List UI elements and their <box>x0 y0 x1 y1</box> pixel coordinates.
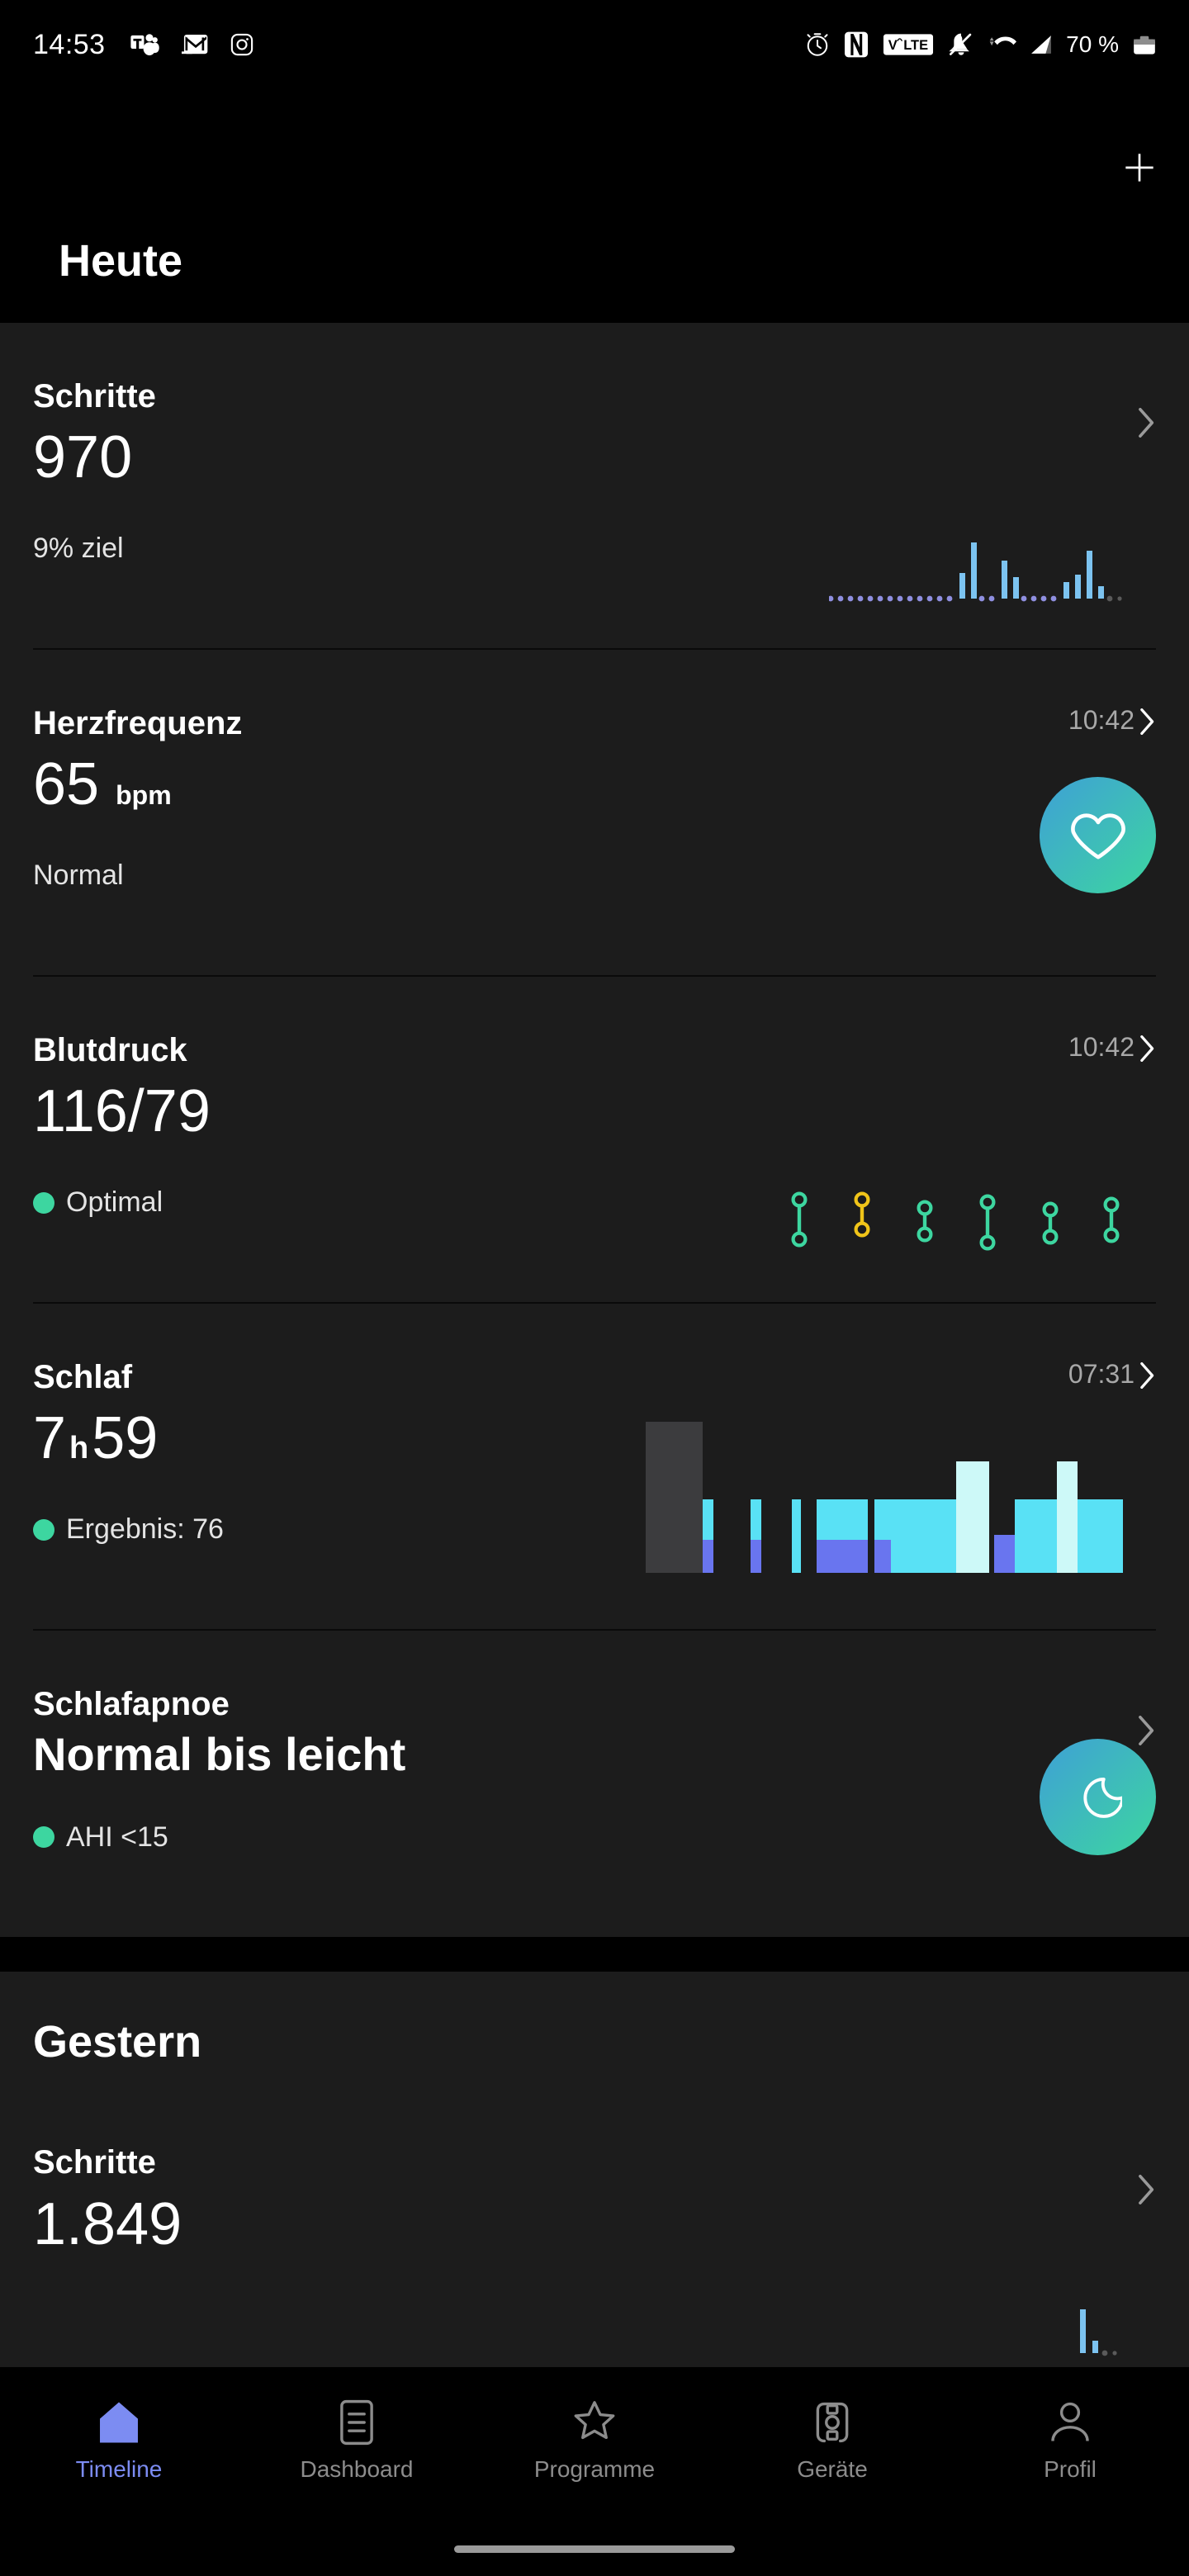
svg-text:LTE: LTE <box>903 38 928 53</box>
svg-text:V: V <box>888 38 898 53</box>
